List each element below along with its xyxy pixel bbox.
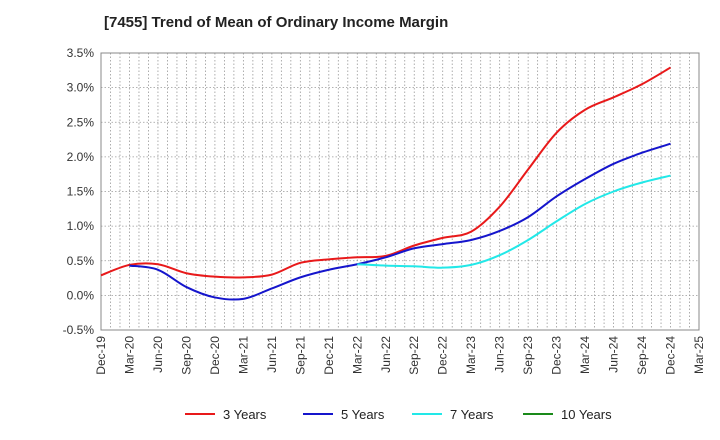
x-tick-label: Sep-24 (635, 336, 649, 375)
x-tick-label: Jun-21 (265, 336, 279, 373)
x-tick-label: Dec-21 (322, 336, 336, 375)
x-tick-label: Mar-24 (578, 336, 592, 374)
x-tick-label: Mar-23 (464, 336, 478, 374)
x-tick-label: Jun-23 (493, 336, 507, 373)
y-tick-label: 1.0% (67, 219, 95, 233)
x-tick-label: Dec-24 (664, 336, 678, 375)
plot-frame (100, 52, 700, 331)
x-tick-label: Dec-19 (94, 336, 108, 375)
x-tick-label: Jun-24 (607, 336, 621, 373)
y-tick-label: 0.5% (67, 254, 95, 268)
x-tick-label: Mar-22 (350, 336, 364, 374)
legend-label: 5 Years (341, 407, 385, 422)
series-line-5-years (129, 142, 671, 301)
legend-label: 3 Years (223, 407, 267, 422)
x-tick-label: Dec-23 (550, 336, 564, 375)
x-tick-label: Mar-21 (236, 336, 250, 374)
y-tick-label: 1.5% (67, 185, 95, 199)
y-tick-label: 3.5% (67, 46, 95, 60)
axes: -0.5% 0.0% 0.5% 1.0% 1.5% 2.0% 2.5% 3.0% 3.5% Dec… (63, 46, 706, 375)
x-tick-label: Jun-20 (151, 336, 165, 373)
y-tick-label: 2.5% (67, 115, 95, 129)
series-line-7-years (357, 174, 671, 269)
y-tick-label: 2.0% (67, 150, 95, 164)
x-tick-label: Sep-20 (179, 336, 193, 375)
x-tick-label: Dec-20 (208, 336, 222, 375)
y-tick-label: 3.0% (67, 81, 95, 95)
x-tick-label: Sep-23 (521, 336, 535, 375)
series-lines (100, 66, 672, 301)
x-tick-label: Mar-25 (692, 336, 706, 374)
x-tick-label: Mar-20 (122, 336, 136, 374)
legend-label: 10 Years (561, 407, 612, 422)
x-tick-label: Jun-22 (379, 336, 393, 373)
y-tick-label: 0.0% (67, 288, 95, 302)
x-tick-label: Dec-22 (436, 336, 450, 375)
legend-label: 7 Years (450, 407, 494, 422)
y-tick-label: -0.5% (63, 323, 95, 337)
chart-title: [7455] Trend of Mean of Ordinary Income … (104, 14, 449, 31)
x-tick-label: Sep-22 (407, 336, 421, 375)
legend: 3 Years 5 Years 7 Years 10 Years (185, 407, 612, 422)
series-line-3-years (100, 66, 672, 279)
x-tick-label: Sep-21 (293, 336, 307, 375)
